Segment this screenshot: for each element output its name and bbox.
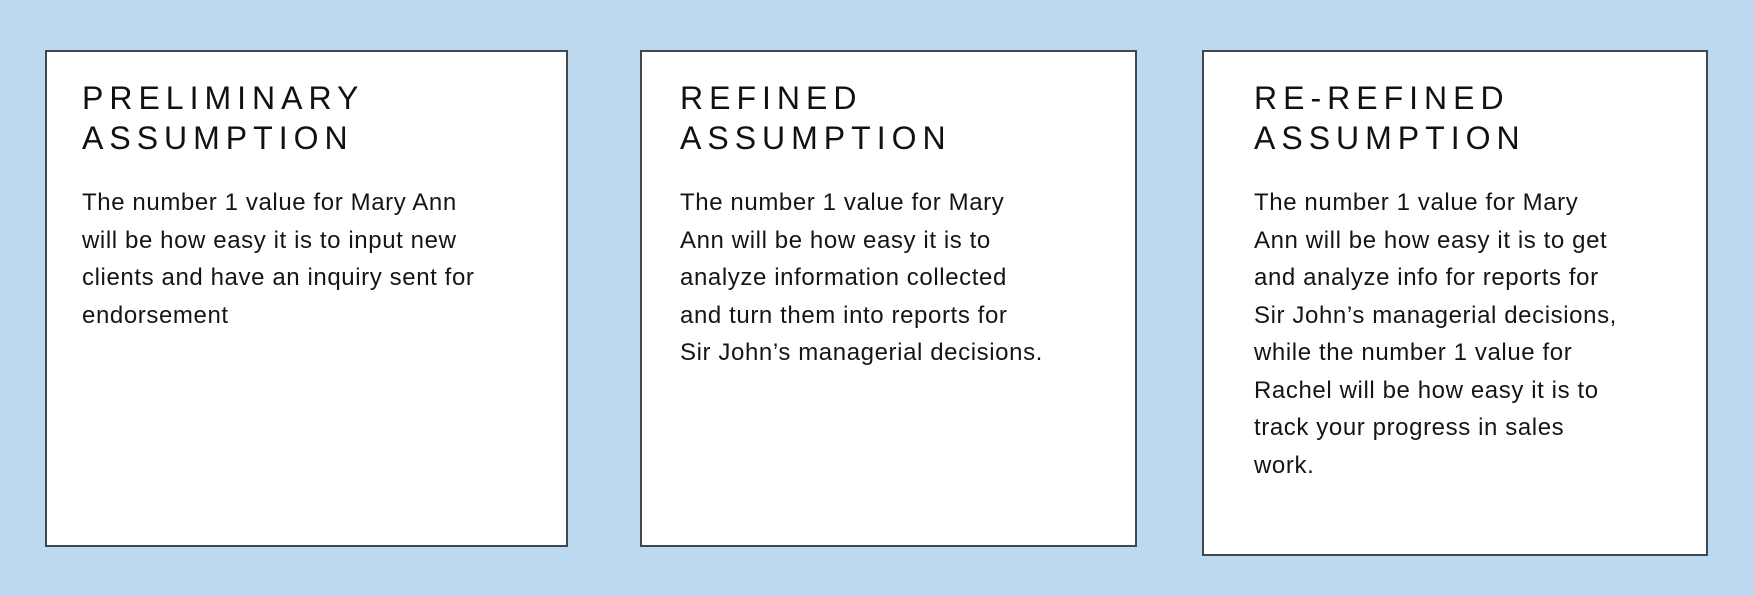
card-body-line: while the number 1 value for — [1254, 339, 1573, 366]
card-body-line: The number 1 value for Mary Ann — [82, 189, 457, 216]
card-title: PRELIMINARY ASSUMPTION — [82, 78, 552, 158]
card-title-line: ASSUMPTION — [1254, 120, 1526, 156]
card-body-line: clients and have an inquiry sent for — [82, 264, 475, 291]
card-body-line: Ann will be how easy it is to — [680, 226, 991, 254]
card-title: REFINED ASSUMPTION — [680, 78, 1120, 158]
card-body-line: Ann will be how easy it is to get — [1254, 226, 1608, 254]
card-body: The number 1 value for Mary Ann will be … — [82, 184, 552, 334]
card-body-line: track your progress in sales — [1254, 414, 1565, 441]
card-preliminary-assumption: PRELIMINARY ASSUMPTION The number 1 valu… — [45, 50, 568, 547]
card-title-line: PRELIMINARY — [82, 80, 365, 116]
card-title: RE-REFINED ASSUMPTION — [1254, 78, 1694, 158]
card-body-line: and turn them into reports for — [680, 301, 1008, 329]
card-title-line: ASSUMPTION — [680, 120, 952, 156]
card-body-line: and analyze info for reports for — [1254, 264, 1599, 291]
card-body-line: will be how easy it is to input new — [82, 226, 457, 254]
card-re-refined-assumption: RE-REFINED ASSUMPTION The number 1 value… — [1202, 50, 1708, 556]
card-title-line: ASSUMPTION — [82, 120, 354, 156]
card-body: The number 1 value for Mary Ann will be … — [680, 184, 1120, 372]
card-body-line: Sir John’s managerial decisions. — [680, 339, 1043, 366]
card-body: The number 1 value for Mary Ann will be … — [1254, 184, 1694, 484]
card-refined-assumption: REFINED ASSUMPTION The number 1 value fo… — [640, 50, 1137, 547]
card-body-line: Sir John’s managerial decisions, — [1254, 301, 1617, 329]
card-body-line: Rachel will be how easy it is to — [1254, 376, 1599, 404]
card-title-line: REFINED — [680, 80, 863, 116]
card-body-line: The number 1 value for Mary — [680, 189, 1005, 216]
card-body-line: work. — [1254, 451, 1315, 479]
card-title-line: RE-REFINED — [1254, 80, 1510, 116]
card-body-line: The number 1 value for Mary — [1254, 189, 1579, 216]
card-body-line: endorsement — [82, 301, 229, 329]
card-body-line: analyze information collected — [680, 264, 1007, 291]
